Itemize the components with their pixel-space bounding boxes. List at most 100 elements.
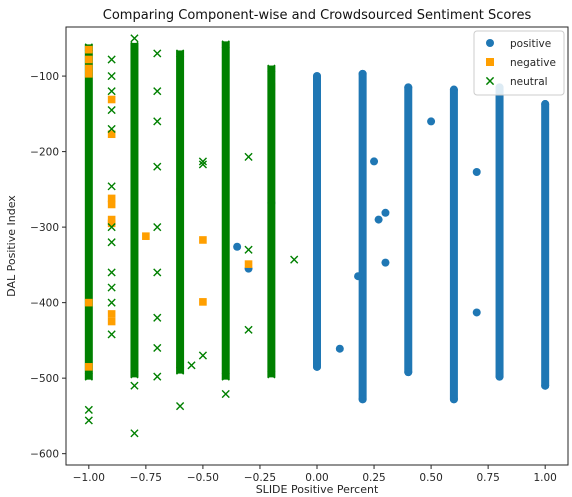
y-tick-label: −500 (30, 373, 59, 385)
x-tick-label: 0.50 (419, 472, 442, 484)
neutral-column-0 (84, 44, 93, 380)
positive-point (404, 368, 413, 377)
negative-point (85, 298, 93, 307)
x-axis-title: SLIDE Positive Percent (256, 483, 379, 496)
neutral-point (130, 34, 139, 43)
neutral-point (107, 87, 116, 96)
neutral-point (153, 223, 162, 232)
positive-point (472, 167, 481, 176)
positive-point (358, 395, 367, 404)
negative-point (107, 130, 116, 139)
negative-point (107, 317, 116, 326)
y-tick-label: −400 (30, 298, 59, 310)
positive-point (404, 83, 413, 92)
positive-point (427, 117, 436, 126)
positive-point (381, 208, 390, 217)
negative-point (244, 260, 253, 268)
x-tick-label: −1.00 (73, 472, 105, 484)
negative-point (85, 64, 93, 73)
neutral-point (187, 361, 196, 370)
neutral-point (153, 372, 162, 381)
neutral-point (198, 157, 208, 166)
neutral-column-4 (267, 65, 276, 378)
negative-point (107, 310, 116, 318)
positive-point (374, 215, 383, 224)
negative-point (107, 219, 116, 228)
x-tick-label: −0.75 (130, 472, 162, 484)
neutral-point (130, 370, 139, 379)
negative-point (85, 45, 93, 54)
neutral-point (107, 55, 116, 64)
neutral-point (175, 402, 185, 411)
neutral-point (84, 372, 93, 381)
legend-label-neutral: neutral (510, 76, 548, 88)
neutral-point (153, 313, 162, 322)
neutral-point (130, 429, 139, 438)
neutral-point (107, 298, 116, 307)
chart-title: Comparing Component-wise and Crowdsource… (103, 8, 532, 23)
neutral-point (130, 41, 139, 50)
neutral-point (290, 255, 299, 264)
legend-marker-neutral (485, 76, 495, 86)
negative-point (199, 236, 207, 244)
neutral-column-3 (221, 41, 230, 380)
positive-point (541, 100, 550, 109)
neutral-point (221, 372, 230, 381)
positive-point (541, 381, 550, 390)
neutral-point (198, 160, 208, 169)
neutral-point (107, 182, 116, 191)
neutral-point (244, 325, 253, 334)
y-tick-label: −600 (30, 449, 59, 461)
neutral-point (153, 268, 162, 277)
x-tick-label: −0.25 (244, 472, 276, 484)
neutral-point (107, 124, 116, 134)
negative-point (85, 55, 93, 64)
neutral-point (244, 245, 253, 254)
neutral-point (221, 40, 230, 49)
neutral-point (107, 71, 116, 81)
negative-point (85, 363, 93, 371)
neutral-point (267, 370, 276, 379)
legend: positive negative neutral (473, 30, 565, 96)
positive-point (233, 242, 242, 251)
positive-point (449, 395, 458, 404)
negative-point (107, 95, 116, 104)
neutral-point (153, 87, 162, 96)
neutral-point (153, 162, 162, 171)
neutral-point (153, 117, 162, 126)
positive-point (370, 157, 379, 166)
positive-point (472, 308, 481, 317)
positive-point (381, 258, 390, 267)
positive-point (495, 372, 504, 381)
neutral-point (267, 64, 276, 73)
neutral-point (175, 366, 185, 375)
y-tick-label: −100 (30, 71, 59, 83)
neutral-point (153, 343, 162, 353)
neutral-point (130, 381, 139, 390)
y-tick-label: −300 (30, 222, 59, 234)
y-tick-label: −200 (30, 147, 59, 159)
neutral-point (198, 351, 208, 360)
neutral-point (107, 283, 116, 292)
neutral-point (107, 223, 116, 232)
negative-point (107, 194, 116, 203)
negative-point (107, 200, 116, 209)
positive-point (354, 272, 363, 281)
legend-marker-negative (486, 58, 494, 66)
legend-box (473, 30, 565, 96)
legend-marker-positive (486, 39, 494, 47)
negative-point (85, 70, 93, 78)
neutral-point (107, 238, 116, 247)
positive-point (313, 362, 321, 371)
y-axis-title: DAL Positive Index (5, 195, 18, 297)
neutral-point (107, 330, 116, 339)
negative-point (199, 298, 207, 306)
negative-point (142, 232, 150, 240)
neutral-column-2 (176, 50, 185, 374)
neutral-column-1 (130, 42, 139, 378)
positive-point (313, 72, 321, 81)
neutral-point (175, 49, 185, 58)
positive-point (335, 344, 344, 353)
neutral-point (107, 268, 116, 277)
